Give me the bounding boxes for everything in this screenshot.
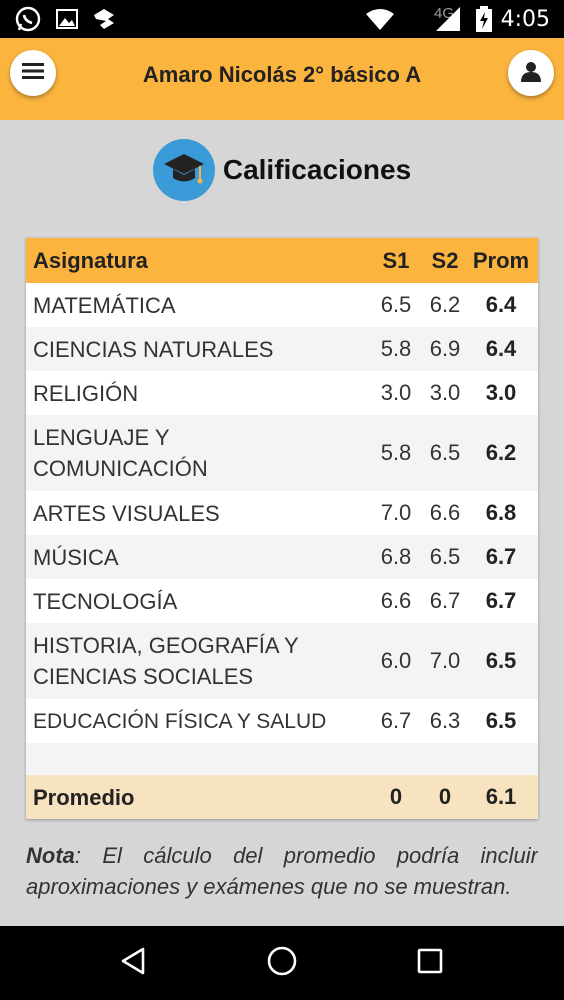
graduation-cap-icon (152, 139, 215, 201)
grade-prom: 6.4 (485, 292, 517, 317)
table-header: Asignatura S1 S2 Prom (26, 238, 538, 283)
back-icon (119, 946, 149, 981)
whatsapp-icon (14, 0, 42, 38)
back-button[interactable] (114, 943, 154, 983)
grade-s2: 6.6 (429, 500, 461, 525)
subject-name: RELIGIÓN (33, 380, 139, 406)
user-profile-button[interactable] (508, 50, 554, 96)
header-subject: Asignatura (33, 248, 148, 273)
table-row: RELIGIÓN 3.0 3.0 3.0 (26, 371, 538, 415)
grade-s2: 6.3 (429, 708, 461, 733)
image-icon (56, 0, 78, 38)
grade-s2: 3.0 (429, 380, 461, 405)
grade-s1: 6.7 (380, 708, 412, 733)
app-title: Amaro Nicolás 2° básico A (142, 62, 422, 87)
status-time: 4:05 (500, 6, 550, 32)
grade-s1: 7.0 (380, 500, 412, 525)
grade-s2: 7.0 (429, 648, 461, 673)
hamburger-menu-icon (22, 62, 44, 85)
grade-s2: 6.2 (429, 292, 461, 317)
recents-icon (416, 947, 444, 980)
grade-s1: 6.5 (380, 292, 412, 317)
grade-prom: 6.2 (485, 440, 517, 465)
subject-name: EDUCACIÓN FÍSICA Y SALUD (33, 709, 327, 733)
table-row: TECNOLOGÍA 6.6 6.7 6.7 (26, 579, 538, 623)
grade-s2: 6.5 (429, 440, 461, 465)
footer-s2: 0 (438, 784, 452, 809)
footer-label: Promedio (33, 784, 135, 810)
recents-button[interactable] (410, 943, 450, 983)
header-prom: Prom (472, 247, 530, 273)
network-type: 4G (433, 4, 454, 22)
subject-name: ARTES VISUALES (33, 500, 220, 526)
battery-charging-icon (476, 0, 492, 38)
grade-prom: 6.5 (485, 648, 517, 673)
page-heading: Calificaciones (0, 138, 564, 202)
grade-prom: 6.8 (485, 500, 517, 525)
table-row: MATEMÁTICA 6.5 6.2 6.4 (26, 283, 538, 327)
navigation-bar (0, 926, 564, 1000)
table-row-empty (26, 743, 538, 775)
grade-prom: 6.4 (485, 336, 517, 361)
subject-name: HISTORIA, GEOGRAFÍA Y CIENCIAS SOCIALES (33, 633, 299, 689)
home-icon (266, 945, 298, 982)
table-row: CIENCIAS NATURALES 5.8 6.9 6.4 (26, 327, 538, 371)
footer-s1: 0 (389, 784, 403, 809)
grade-s2: 6.9 (429, 336, 461, 361)
table-footer-average: Promedio 0 0 6.1 (26, 775, 538, 819)
note-body: : El cálculo del promedio podría incluir… (26, 843, 538, 899)
note-text: Nota: El cálculo del promedio podría inc… (26, 840, 538, 926)
subject-name: MATEMÁTICA (33, 292, 176, 318)
subject-name: MÚSICA (33, 544, 119, 570)
status-bar: 4G 4:05 (0, 0, 564, 38)
grade-s1: 3.0 (380, 380, 412, 405)
grade-prom: 6.7 (485, 544, 517, 569)
table-row: MÚSICA 6.8 6.5 6.7 (26, 535, 538, 579)
grades-table: Asignatura S1 S2 Prom MATEMÁTICA 6.5 6.2… (26, 238, 538, 819)
note-label: Nota (26, 843, 75, 868)
home-button[interactable] (262, 943, 302, 983)
header-s1: S1 (382, 247, 410, 273)
grade-prom: 3.0 (485, 380, 517, 405)
signal-icon (436, 0, 460, 38)
table-row: LENGUAJE Y COMUNICACIÓN 5.8 6.5 6.2 (26, 415, 538, 491)
header-s2: S2 (431, 247, 459, 273)
grade-s1: 5.8 (380, 336, 412, 361)
app-bar: Amaro Nicolás 2° básico A (0, 38, 564, 120)
table-row: HISTORIA, GEOGRAFÍA Y CIENCIAS SOCIALES … (26, 623, 538, 699)
subject-name: TECNOLOGÍA (33, 588, 178, 614)
menu-button[interactable] (10, 50, 56, 96)
grade-s1: 6.8 (380, 544, 412, 569)
subject-name: LENGUAJE Y COMUNICACIÓN (33, 425, 208, 481)
grade-s1: 5.8 (380, 440, 412, 465)
table-row: EDUCACIÓN FÍSICA Y SALUD 6.7 6.3 6.5 (26, 699, 538, 743)
grade-prom: 6.7 (485, 588, 517, 613)
footer-prom: 6.1 (485, 784, 517, 809)
app-icon (92, 0, 116, 38)
grade-s2: 6.5 (429, 544, 461, 569)
grade-s1: 6.6 (380, 588, 412, 613)
grade-prom: 6.5 (485, 708, 517, 733)
user-icon (520, 60, 542, 87)
grade-s2: 6.7 (429, 588, 461, 613)
page-title: Calificaciones (222, 154, 412, 185)
subject-name: CIENCIAS NATURALES (33, 336, 274, 362)
table-row: ARTES VISUALES 7.0 6.6 6.8 (26, 491, 538, 535)
grade-s1: 6.0 (380, 648, 412, 673)
wifi-icon (366, 0, 394, 38)
